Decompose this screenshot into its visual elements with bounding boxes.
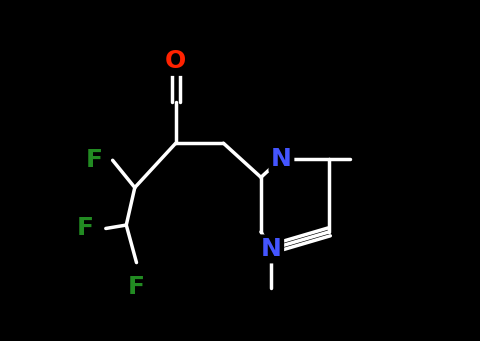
Text: O: O [165, 49, 186, 73]
Text: N: N [270, 147, 291, 170]
Text: N: N [260, 237, 281, 261]
Text: F: F [85, 148, 102, 172]
Text: F: F [77, 217, 94, 240]
Text: F: F [128, 275, 144, 298]
